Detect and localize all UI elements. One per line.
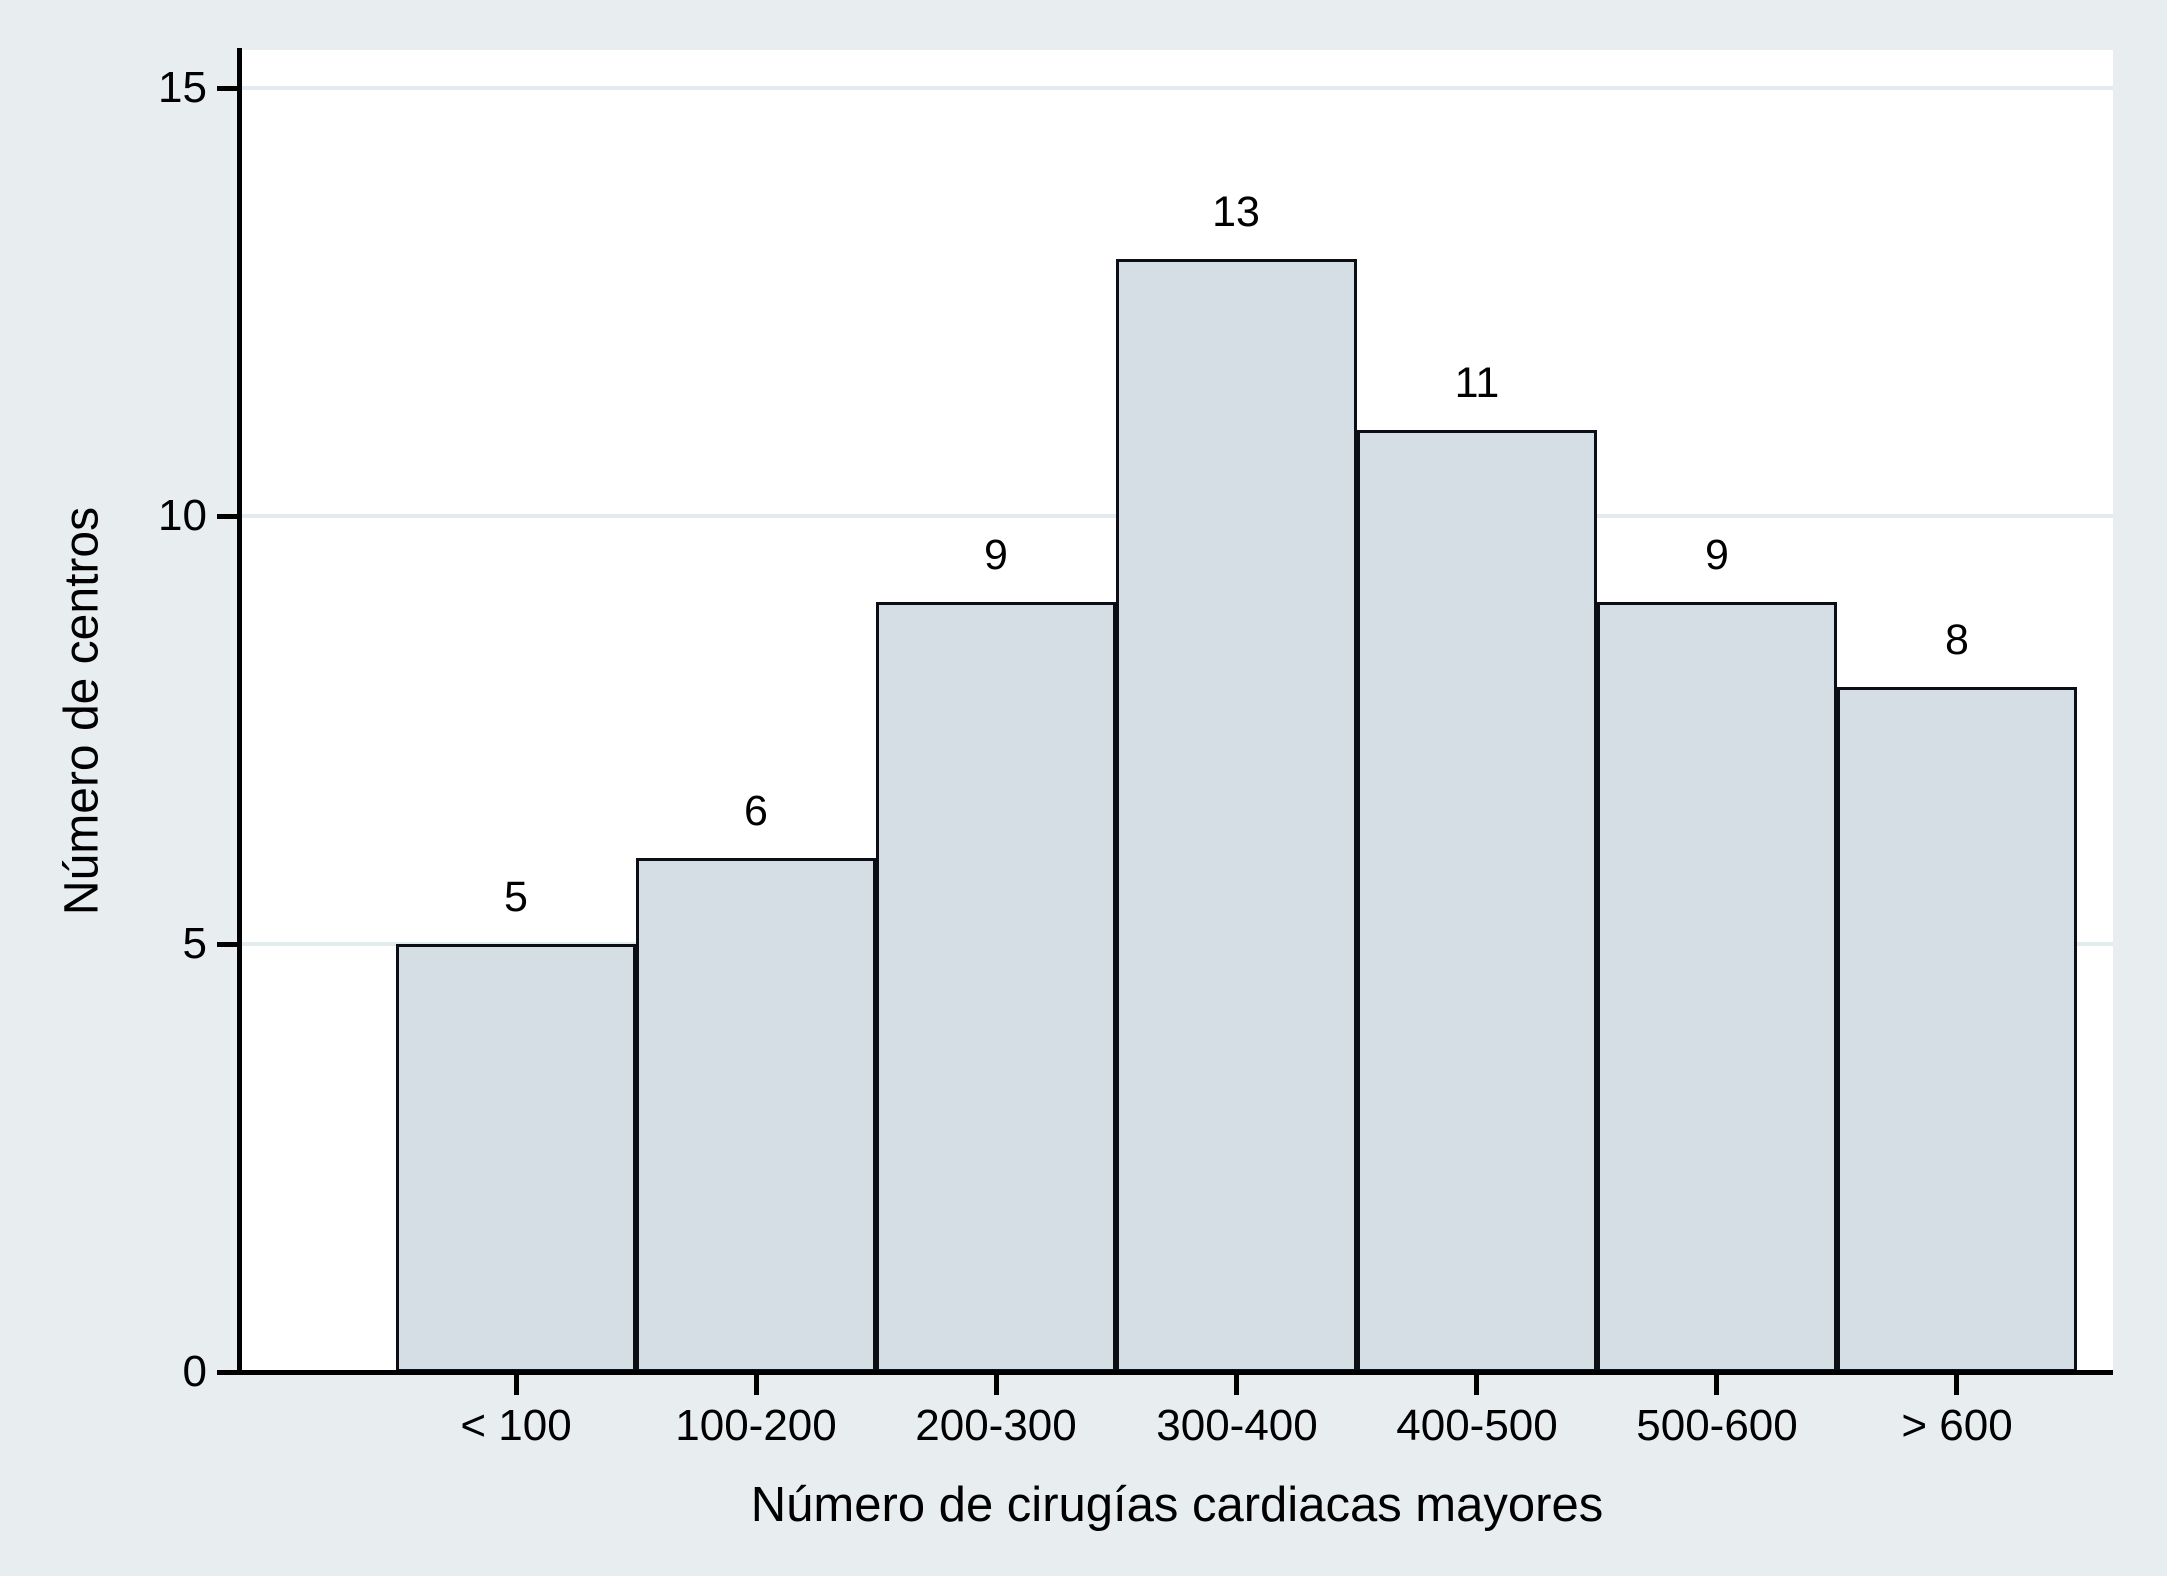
y-axis-line	[237, 48, 242, 1375]
bar	[396, 944, 636, 1372]
y-axis-title: Número de centros	[55, 506, 109, 916]
y-tick-label: 15	[158, 63, 207, 112]
y-tick-mark	[217, 514, 238, 519]
gridline	[242, 86, 2113, 90]
x-tick-label: 100-200	[675, 1401, 837, 1450]
y-tick-mark	[217, 942, 238, 947]
bar	[1837, 687, 2077, 1372]
bar-value-label: 6	[744, 787, 768, 836]
bar	[1116, 259, 1357, 1372]
bar	[1357, 430, 1597, 1372]
bar-value-label: 9	[1705, 530, 1729, 579]
bar-value-label: 5	[504, 873, 528, 921]
x-tick-mark	[1234, 1374, 1239, 1395]
bar	[1597, 601, 1837, 1372]
bar	[876, 601, 1116, 1372]
y-tick-label: 5	[182, 919, 207, 968]
x-tick-mark	[514, 1374, 519, 1395]
x-tick-mark	[1954, 1374, 1959, 1395]
y-tick-label: 0	[182, 1347, 207, 1396]
x-tick-label: 500-600	[1636, 1401, 1798, 1450]
x-tick-mark	[994, 1374, 999, 1395]
x-axis-title: Número de cirugías cardiacas mayores	[750, 1478, 1604, 1532]
x-axis-line	[237, 1370, 2113, 1375]
bar-value-label: 13	[1212, 188, 1260, 237]
x-tick-label: 400-500	[1396, 1401, 1558, 1450]
x-tick-label: 300-400	[1156, 1401, 1318, 1450]
bar	[636, 858, 876, 1372]
x-tick-mark	[754, 1374, 759, 1395]
y-tick-mark	[217, 86, 238, 91]
y-tick-label: 10	[158, 491, 207, 540]
bar-value-label: 11	[1454, 359, 1500, 408]
x-tick-mark	[1474, 1374, 1479, 1395]
x-tick-label: 200-300	[915, 1401, 1077, 1450]
y-tick-mark	[217, 1370, 238, 1375]
x-tick-label: < 100	[460, 1401, 572, 1450]
bar-value-label: 9	[984, 530, 1008, 579]
x-tick-mark	[1714, 1374, 1719, 1395]
x-tick-label: > 600	[1901, 1401, 2013, 1450]
bar-value-label: 8	[1945, 616, 1969, 665]
